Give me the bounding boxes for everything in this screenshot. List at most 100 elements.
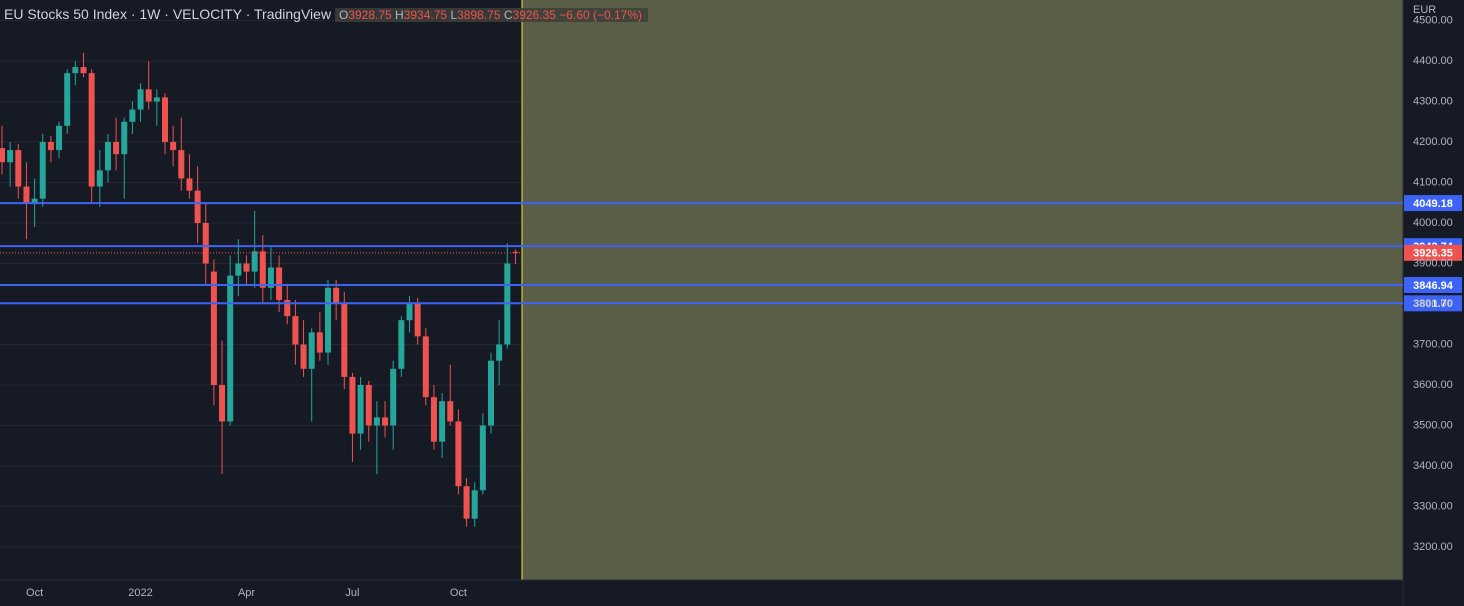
x-tick-label: Jul bbox=[345, 587, 359, 599]
candle-body bbox=[72, 67, 79, 74]
candle-body bbox=[333, 287, 340, 304]
last-price-label: 3926.35 bbox=[1413, 248, 1453, 260]
candle-body bbox=[210, 271, 217, 385]
candle-body bbox=[463, 486, 470, 519]
candle-body bbox=[31, 198, 38, 203]
candle-body bbox=[80, 67, 87, 74]
y-tick-label: 3300.00 bbox=[1413, 500, 1453, 512]
candle-body bbox=[284, 299, 291, 317]
candle-body bbox=[267, 267, 274, 288]
candle-body bbox=[430, 397, 437, 442]
candle-body bbox=[7, 150, 14, 163]
candle-body bbox=[23, 186, 30, 203]
y-tick-label: 3900.00 bbox=[1413, 257, 1453, 269]
legend-header: EU Stocks 50 Index · 1W · VELOCITY · Tra… bbox=[4, 3, 648, 25]
candle-body bbox=[113, 141, 120, 155]
ohlc-change: −6.60 (−0.17%) bbox=[559, 8, 642, 22]
ohlc-key: H bbox=[395, 8, 404, 22]
candle-body bbox=[88, 73, 95, 187]
candle-body bbox=[422, 336, 429, 398]
y-tick-label: 3400.00 bbox=[1413, 460, 1453, 472]
price-line-label: 4049.18 bbox=[1413, 198, 1453, 210]
ohlc-key: C bbox=[503, 8, 513, 22]
candle-body bbox=[496, 344, 503, 361]
candle-body bbox=[414, 303, 421, 337]
candle-body bbox=[479, 425, 486, 491]
candle-body bbox=[447, 401, 454, 422]
candle-body bbox=[341, 303, 348, 377]
candle-body bbox=[56, 125, 63, 151]
candle-body bbox=[145, 89, 152, 102]
candle-body bbox=[512, 251, 519, 253]
x-tick-label: Oct bbox=[450, 587, 467, 599]
y-tick-label: 4400.00 bbox=[1413, 55, 1453, 67]
candle-body bbox=[308, 332, 315, 369]
candle-body bbox=[300, 344, 307, 369]
candle-body bbox=[276, 267, 283, 300]
candle-body bbox=[235, 263, 242, 276]
candle-body bbox=[325, 287, 331, 353]
candle-body bbox=[129, 109, 136, 122]
candle-body bbox=[194, 190, 201, 223]
last-price-tag bbox=[1404, 244, 1462, 261]
candle-body bbox=[162, 97, 168, 142]
candle-body bbox=[488, 360, 494, 426]
price-line-label: 3801.70 bbox=[1413, 298, 1453, 310]
y-tick-label: 3500.00 bbox=[1413, 419, 1453, 431]
candle-body bbox=[64, 73, 71, 126]
ohlc-value: 3934.75 bbox=[403, 8, 448, 22]
y-tick-label: 4500.00 bbox=[1413, 14, 1453, 26]
symbol-title: EU Stocks 50 Index · 1W · VELOCITY · Tra… bbox=[4, 6, 332, 22]
candle-body bbox=[406, 303, 413, 321]
candle-body bbox=[251, 251, 258, 272]
candle-body bbox=[292, 316, 299, 345]
candle-body bbox=[186, 178, 193, 191]
ohlc-value: 3898.75 bbox=[457, 8, 501, 22]
candle-body bbox=[398, 320, 405, 369]
x-tick-label: 2022 bbox=[128, 587, 152, 599]
y-tick-label: 3600.00 bbox=[1413, 379, 1453, 391]
price-line-tag bbox=[1404, 295, 1462, 312]
y-tick-label: 4200.00 bbox=[1413, 136, 1453, 148]
y-tick-label: 4300.00 bbox=[1413, 95, 1453, 107]
ohlc-key: L bbox=[450, 8, 458, 22]
candle-body bbox=[15, 150, 22, 187]
y-tick-label: 3800.00 bbox=[1413, 298, 1453, 310]
candle-body bbox=[259, 251, 266, 288]
candle-body bbox=[455, 421, 462, 487]
ohlc-value: 3926.35 bbox=[512, 8, 556, 22]
candle-body bbox=[137, 89, 144, 110]
candle-body bbox=[243, 263, 250, 272]
y-tick-label: 3200.00 bbox=[1413, 541, 1453, 553]
candle-body bbox=[0, 148, 5, 163]
candle-body bbox=[153, 97, 160, 102]
shaded-region bbox=[522, 0, 1403, 580]
ohlc-values: O3928.75 H3934.75 L3898.75 C3926.35 −6.6… bbox=[334, 8, 648, 22]
y-tick-label: 4100.00 bbox=[1413, 176, 1453, 188]
candle-body bbox=[471, 490, 478, 519]
candle-body bbox=[121, 121, 128, 155]
candle-body bbox=[202, 222, 209, 264]
y-tick-label: 3700.00 bbox=[1413, 338, 1453, 350]
candle-body bbox=[104, 141, 111, 171]
candle-body bbox=[316, 332, 323, 353]
candle-body bbox=[170, 141, 177, 151]
candle-body bbox=[439, 401, 446, 442]
candle-body bbox=[390, 368, 397, 426]
candle-body bbox=[357, 384, 364, 434]
ohlc-value: 3928.75 bbox=[348, 8, 392, 22]
x-tick-label: Oct bbox=[26, 587, 43, 599]
y-tick-label: 4000.00 bbox=[1413, 217, 1453, 229]
candle-body bbox=[373, 417, 380, 426]
candle-body bbox=[96, 170, 103, 187]
candle-body bbox=[219, 384, 226, 422]
x-tick-label: Apr bbox=[238, 587, 255, 599]
price-line-tag bbox=[1404, 195, 1462, 212]
ohlc-key: O bbox=[338, 8, 349, 22]
candle-body bbox=[349, 376, 356, 434]
candle-body bbox=[47, 141, 54, 151]
candle-body bbox=[39, 141, 46, 199]
